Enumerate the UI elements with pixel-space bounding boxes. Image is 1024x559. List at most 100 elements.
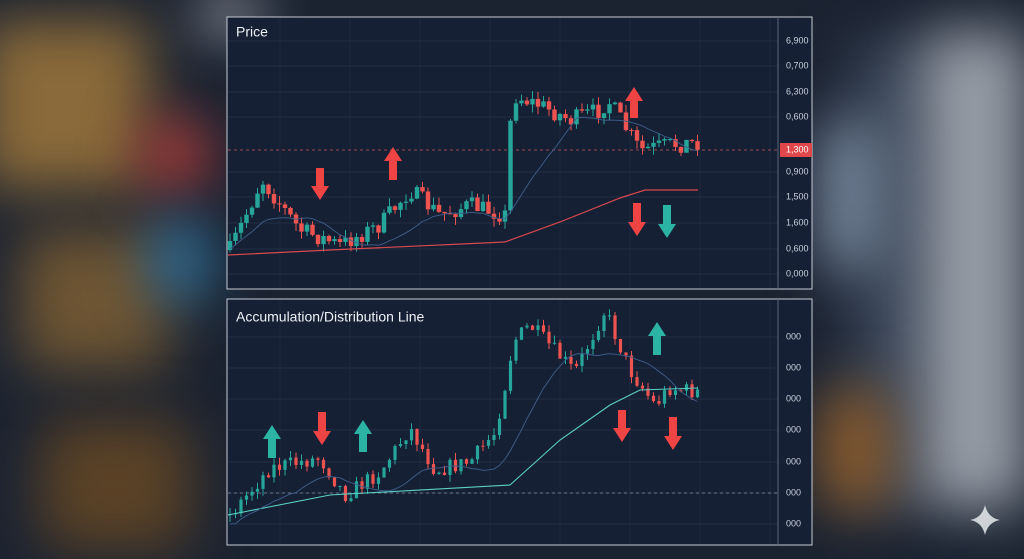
y-axis-label: 0,000 [786,268,809,278]
candle-body [431,464,436,475]
candle-body [464,459,469,464]
candle-body [568,118,574,125]
candle-body [227,241,233,250]
candle-body [552,109,557,121]
candle-body [436,204,442,212]
candle-body [387,459,392,468]
candle-body [349,498,353,502]
candle-body [425,191,431,210]
candle-body [618,102,623,113]
y-axis-label: 000 [786,456,801,466]
candle-body [569,356,573,364]
candle-body [673,139,678,148]
candle-body [464,201,469,210]
candle-body [591,339,595,350]
candle-body [481,445,485,447]
candle-body [387,206,392,213]
candle-body [294,457,298,465]
signal-arrow [658,205,676,238]
y-axis-label: 0,600 [786,111,809,121]
candle-body [315,234,321,245]
y-axis-label: 000 [786,518,801,528]
price-tag-label: 1,300 [786,144,809,154]
candle-body [398,202,403,210]
y-axis-label: 000 [786,487,801,497]
candle-body [469,197,475,202]
candle-body [684,384,689,391]
candle-body [343,237,348,242]
candle-body [327,468,331,478]
candle-body [486,201,491,214]
candle-body [261,475,265,489]
candle-body [299,223,304,232]
candle-body [525,325,529,328]
candle-body [535,98,541,107]
candle-body [239,499,243,514]
candle-body [338,485,342,487]
ma-line [227,189,698,256]
candle-body [431,204,436,210]
candle-body [491,213,497,219]
candle-body [442,472,447,476]
candle-body [690,384,694,398]
candle-body [580,353,584,366]
candle-body [695,141,700,150]
price-panel [226,16,813,290]
candle-body [596,330,601,340]
candle-body [613,315,617,340]
candle-body [673,390,678,396]
candle-body [299,460,304,465]
candle-body [646,388,650,396]
candle-body [601,113,607,118]
signal-arrow [384,147,402,180]
candle-body [376,477,381,484]
candle-body [552,342,557,344]
candle-body [651,142,656,147]
candle-body [360,481,364,489]
candle-body [354,481,359,499]
signal-arrow [313,412,331,445]
candle-body [414,187,420,199]
candle-body [651,395,656,402]
candle-body [398,444,403,447]
panel-title: Price [236,24,268,40]
candle-body [530,98,535,105]
y-axis-label: 0,900 [786,166,809,176]
candle-body [590,104,596,110]
candle-body [502,210,508,222]
candle-body [635,377,639,386]
candle-body [695,389,700,398]
candle-body [321,236,326,245]
y-axis-label: 000 [786,424,801,434]
candle-body [420,187,425,192]
y-axis-label: 000 [786,393,801,403]
candle-body [634,130,640,141]
candle-body [453,459,458,472]
candle-body [277,464,282,470]
candle-body [447,213,453,215]
candle-body [393,446,397,460]
candle-body [459,459,463,472]
candle-body [607,104,612,114]
candle-body [640,385,645,389]
signal-arrow [628,203,646,236]
candle-body [310,458,315,467]
candle-body [310,224,315,235]
signal-arrow [648,322,666,355]
candle-body [409,429,414,441]
price-tag [780,143,812,157]
candle-body [657,401,661,404]
candle-body [381,212,387,233]
candle-body [574,363,579,366]
candle-body [343,485,348,502]
candle-body [255,488,260,492]
ad-panel [226,298,813,546]
candle-body [546,101,552,110]
candle-body [645,146,651,149]
candle-body [497,418,502,436]
candle-body [662,390,667,404]
candle-body [519,327,524,340]
candle-body [260,184,266,194]
candle-body [585,349,590,354]
